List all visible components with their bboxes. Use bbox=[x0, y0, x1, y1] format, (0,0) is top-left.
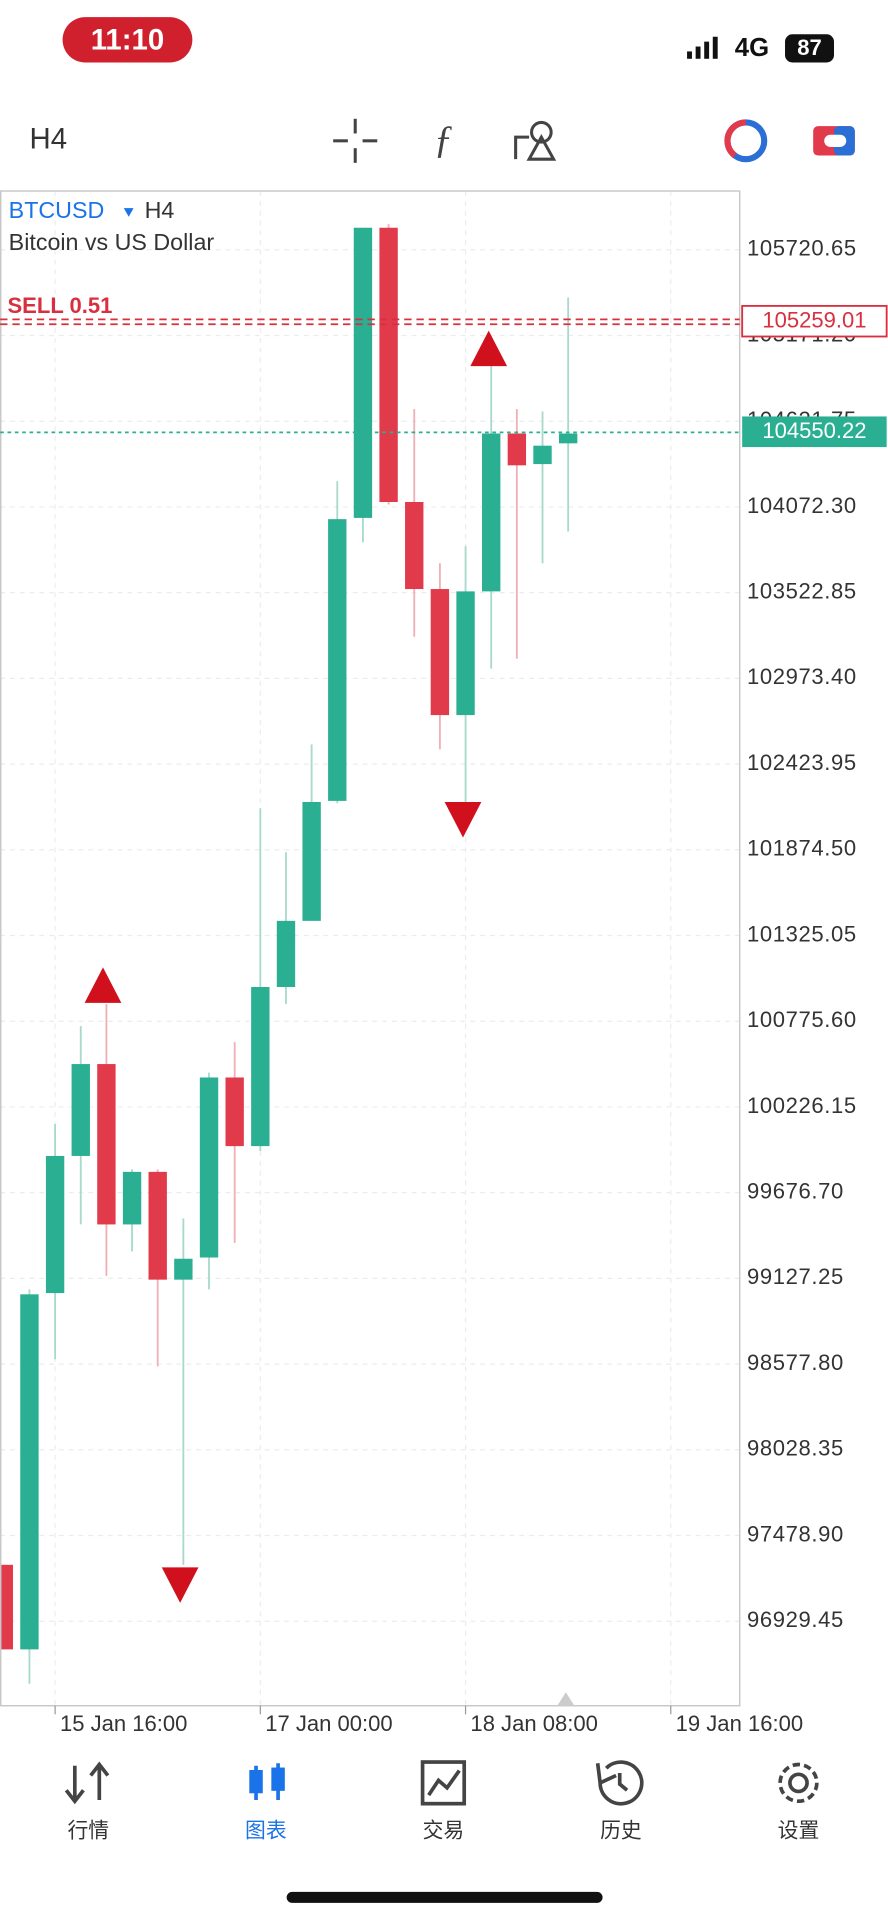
candle-body bbox=[251, 986, 270, 1147]
y-tick-label: 103522.85 bbox=[747, 578, 857, 603]
y-tick-label: 97478.90 bbox=[747, 1521, 844, 1546]
y-tick-label: 102973.40 bbox=[747, 664, 857, 689]
candle-body bbox=[45, 1155, 65, 1294]
home-indicator bbox=[286, 1891, 603, 1903]
candle-body bbox=[482, 433, 501, 592]
crosshair-button[interactable] bbox=[333, 118, 378, 163]
y-tick-label: 99676.70 bbox=[747, 1178, 844, 1203]
bottom-nav: 行情 图表 交易 历史 设置 bbox=[67, 1819, 819, 1842]
nav-tab[interactable]: 设置 bbox=[778, 1819, 820, 1842]
y-tick-label: 98028.35 bbox=[747, 1436, 844, 1461]
y-tick-label: 99127.25 bbox=[747, 1264, 844, 1289]
candle-body bbox=[533, 445, 552, 465]
candle-body bbox=[71, 1064, 90, 1156]
x-tick-label: 19 Jan 16:00 bbox=[676, 1711, 803, 1736]
timeframe-button[interactable]: H4 bbox=[30, 123, 68, 156]
nav-tab[interactable]: 历史 bbox=[600, 1819, 642, 1842]
signal-icon bbox=[687, 36, 718, 59]
candle-body bbox=[0, 1564, 13, 1650]
candle-body bbox=[148, 1171, 167, 1280]
nav-tab[interactable]: 行情 bbox=[67, 1819, 109, 1842]
plot-area bbox=[0, 191, 740, 1706]
y-tick-label: 101325.05 bbox=[747, 921, 857, 946]
fractal-markers bbox=[84, 330, 508, 1603]
y-tick-label: 96929.45 bbox=[747, 1607, 844, 1632]
order-price-box bbox=[741, 304, 888, 338]
scroll-marker bbox=[557, 1692, 575, 1706]
symbol[interactable]: BTCUSD bbox=[9, 197, 105, 223]
trade-icon[interactable] bbox=[724, 119, 768, 163]
time-pill bbox=[62, 17, 193, 63]
candle-body bbox=[558, 433, 578, 444]
nav-icons bbox=[64, 1760, 819, 1806]
candle-body bbox=[507, 433, 527, 466]
network-label: 4G bbox=[735, 34, 769, 62]
battery-icon bbox=[785, 34, 834, 63]
x-tick-label: 17 Jan 00:00 bbox=[265, 1711, 392, 1736]
current-price: 104550.22 bbox=[762, 418, 866, 443]
order-price: 105259.01 bbox=[762, 308, 866, 333]
x-tick-label: 18 Jan 08:00 bbox=[470, 1711, 597, 1736]
candle-body bbox=[276, 920, 296, 987]
y-tick-label: 102423.95 bbox=[747, 750, 857, 775]
candle-body bbox=[302, 801, 321, 921]
plot-frame bbox=[0, 190, 741, 1707]
y-tick-label: 105720.65 bbox=[747, 236, 857, 261]
y-tick-label: 98577.80 bbox=[747, 1350, 844, 1375]
candle-body bbox=[20, 1294, 39, 1650]
objects-button[interactable] bbox=[514, 120, 557, 161]
battery-level: 87 bbox=[797, 35, 822, 60]
nav-tab[interactable]: 图表 bbox=[245, 1819, 287, 1842]
y-tick-label: 100226.15 bbox=[747, 1093, 857, 1118]
x-tick-label: 15 Jan 16:00 bbox=[60, 1711, 187, 1736]
candle-body bbox=[456, 591, 475, 716]
candle-body bbox=[225, 1077, 244, 1147]
y-tick-label: 101874.50 bbox=[747, 836, 857, 861]
candle-body bbox=[97, 1064, 116, 1225]
status-time: 11:10 bbox=[91, 23, 165, 56]
indicator-button[interactable]: ƒ bbox=[434, 118, 454, 161]
account-icon[interactable] bbox=[813, 126, 855, 156]
symbol-dropdown[interactable] bbox=[123, 208, 134, 217]
candle-body bbox=[430, 589, 450, 716]
candle-body bbox=[405, 501, 424, 590]
order-label: SELL 0.51 bbox=[7, 293, 112, 318]
current-price-box bbox=[742, 416, 887, 448]
symbol-description: Bitcoin vs US Dollar bbox=[9, 229, 215, 255]
candle-body bbox=[353, 227, 373, 518]
candle-body bbox=[122, 1171, 142, 1225]
candle-body bbox=[328, 519, 347, 801]
candle-body bbox=[379, 227, 398, 502]
y-tick-label: 104072.30 bbox=[747, 493, 857, 518]
candle-body bbox=[174, 1258, 193, 1280]
y-tick-label: 100775.60 bbox=[747, 1007, 857, 1032]
candle-body bbox=[199, 1077, 219, 1258]
nav-tab[interactable]: 交易 bbox=[423, 1819, 465, 1842]
chart-timeframe: H4 bbox=[145, 197, 175, 223]
